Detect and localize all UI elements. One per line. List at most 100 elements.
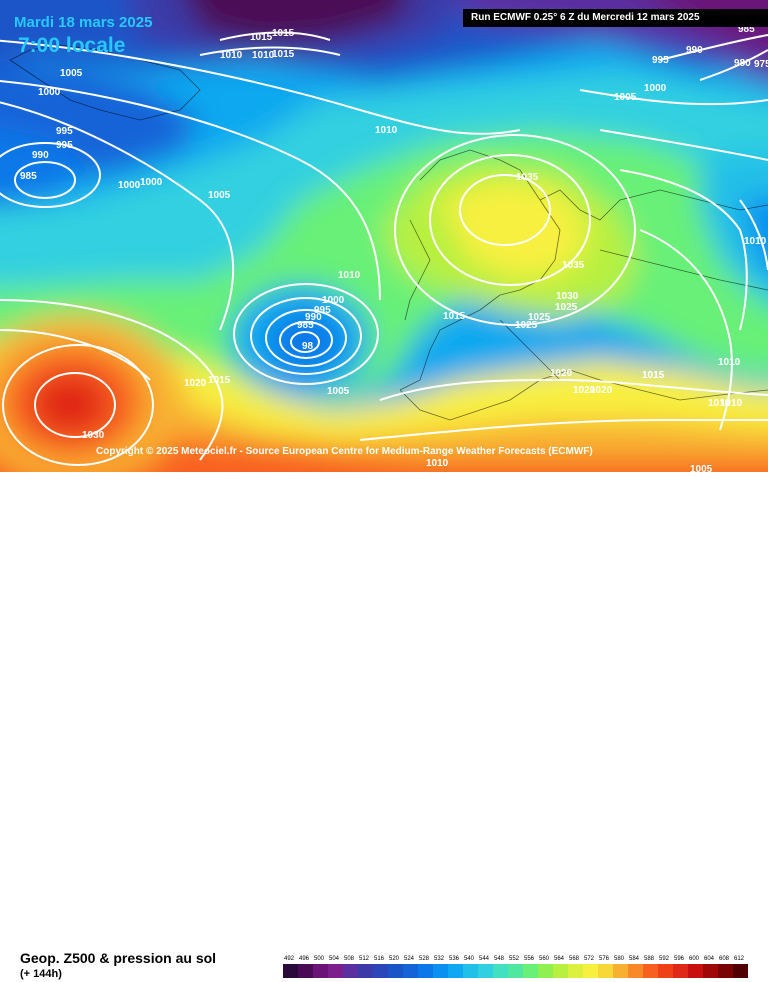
legend-swatch	[568, 964, 583, 978]
lead-time-label: (+ 144h)	[20, 968, 62, 980]
pressure-label: 1020	[550, 368, 573, 379]
legend-swatch	[523, 964, 538, 978]
pressure-label: 995	[652, 55, 669, 66]
legend-swatch	[463, 964, 478, 978]
legend-swatch	[298, 964, 313, 978]
pressure-label: 1030	[556, 291, 579, 302]
pressure-label: 1010	[744, 236, 767, 247]
legend-tick-label: 584	[629, 956, 640, 962]
pressure-label: 1005	[60, 68, 83, 79]
pressure-label: 1020	[573, 385, 596, 396]
legend-tick-label: 528	[419, 956, 430, 962]
legend-tick-label: 552	[509, 956, 520, 962]
legend-tick-label: 556	[524, 956, 535, 962]
legend-swatch	[538, 964, 553, 978]
legend-swatch	[388, 964, 403, 978]
legend-swatch	[493, 964, 508, 978]
pressure-label: 1015	[250, 32, 273, 43]
legend-tick-label: 572	[584, 956, 595, 962]
pressure-label: 1035	[562, 260, 585, 271]
legend-swatch	[508, 964, 523, 978]
pressure-label: 1010	[220, 50, 243, 61]
legend-tick-label: 568	[569, 956, 580, 962]
pressure-label: 1025	[515, 320, 538, 331]
legend-swatch	[703, 964, 718, 978]
pressure-label: 985	[738, 24, 755, 35]
legend-swatch	[283, 964, 298, 978]
legend-tick-label: 612	[734, 956, 745, 962]
legend-swatch	[583, 964, 598, 978]
pressure-label: 995	[56, 126, 73, 137]
pressure-label: 1035	[516, 172, 539, 183]
forecast-time: 7:00 locale	[18, 34, 126, 57]
legend-tick-label: 504	[329, 956, 340, 962]
legend-swatch	[628, 964, 643, 978]
color-scale: 492 496 500 504 508 512 516 520 524 528 532 536 540 5…	[283, 956, 748, 978]
legend-swatch	[328, 964, 343, 978]
geopotential-field	[0, 0, 768, 472]
legend-tick-label: 604	[704, 956, 715, 962]
legend-swatch	[403, 964, 418, 978]
pressure-label: 1000	[118, 180, 141, 191]
pressure-label: 995	[56, 140, 73, 151]
legend-swatch	[358, 964, 373, 978]
legend-swatch	[658, 964, 673, 978]
pressure-label: 1010	[708, 398, 731, 409]
pressure-label: 1005	[690, 464, 713, 472]
pressure-label: 98	[302, 341, 314, 352]
legend-swatch	[688, 964, 703, 978]
pressure-label: 1020	[590, 385, 613, 396]
pressure-label: 1015	[642, 370, 665, 381]
model-run-info: Run ECMWF 0.25° 6 Z du Mercredi 12 mars …	[463, 9, 768, 27]
pressure-label: 1025	[555, 302, 578, 313]
legend-swatch	[613, 964, 628, 978]
pressure-label: 1010	[338, 270, 361, 281]
pressure-label: 1010	[375, 125, 398, 136]
pressure-label: 1015	[272, 49, 295, 60]
weather-map: 1015 1015 1015 1010 1010 1005 1000 995 9…	[0, 0, 768, 472]
legend-tick-label: 544	[479, 956, 490, 962]
pressure-label: 985	[297, 320, 314, 331]
legend-swatch	[643, 964, 658, 978]
pressure-label: 1015	[272, 28, 295, 39]
legend-swatch	[373, 964, 388, 978]
legend-tick-label: 532	[434, 956, 445, 962]
pressure-label: 1000	[322, 295, 345, 306]
pressure-label: 990	[686, 45, 703, 56]
legend-tick-label: 596	[674, 956, 685, 962]
pressure-label: 1000	[644, 83, 667, 94]
legend-tick-label: 512	[359, 956, 370, 962]
legend-tick-label: 576	[599, 956, 610, 962]
legend-tick-label: 608	[719, 956, 730, 962]
pressure-label: 1010	[252, 50, 275, 61]
pressure-label: 1010	[718, 357, 741, 368]
pressure-label: 985	[20, 171, 37, 182]
coastlines	[9, 44, 768, 421]
pressure-label: 1010	[720, 398, 743, 409]
pressure-label: 1010	[426, 458, 449, 469]
pressure-label: 1005	[208, 190, 231, 201]
legend-tick-label: 496	[299, 956, 310, 962]
map-canvas: 1015 1015 1015 1010 1010 1005 1000 995 9…	[0, 0, 768, 472]
legend-bar: Geop. Z500 & pression au sol (+ 144h) 49…	[0, 472, 768, 980]
pressure-label: 1005	[614, 92, 637, 103]
pressure-label: 990	[32, 150, 49, 161]
legend-swatch	[718, 964, 733, 978]
isobars	[0, 31, 768, 466]
pressure-label: 1020	[184, 378, 207, 389]
legend-tick-label: 592	[659, 956, 670, 962]
pressure-label: 975	[754, 59, 768, 70]
pressure-label: 1005	[327, 386, 350, 397]
pressure-label: 995	[314, 305, 331, 316]
copyright-notice: Copyright © 2025 Meteociel.fr - Source E…	[96, 446, 593, 457]
legend-swatch	[418, 964, 433, 978]
pressure-label: 1000	[38, 87, 61, 98]
legend-tick-label: 600	[689, 956, 700, 962]
legend-swatch	[478, 964, 493, 978]
forecast-date: Mardi 18 mars 2025	[14, 14, 153, 31]
legend-swatch	[733, 964, 748, 978]
legend-tick-label: 536	[449, 956, 460, 962]
legend-tick-label: 516	[374, 956, 385, 962]
pressure-label: 1000	[140, 177, 163, 188]
pressure-label: 990	[305, 312, 322, 323]
